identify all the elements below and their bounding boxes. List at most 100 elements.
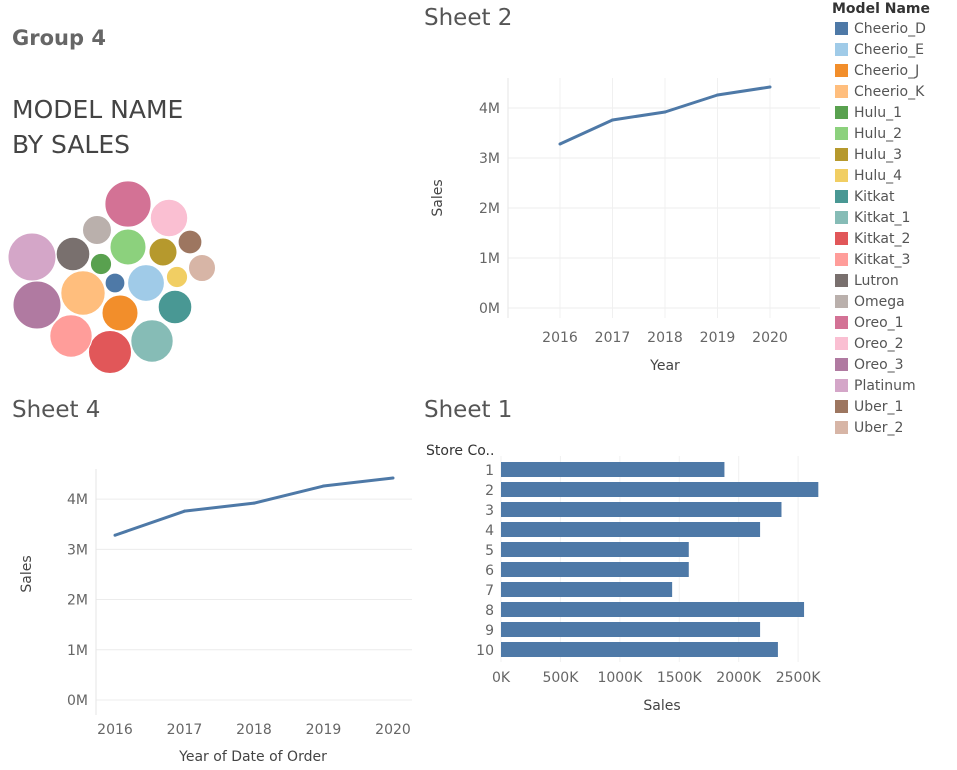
x-tick-label: 2017	[167, 722, 203, 738]
x-tick-label: 2020	[752, 330, 788, 346]
line-point[interactable]	[391, 476, 395, 480]
category-label: 2	[485, 483, 494, 499]
legend-item[interactable]: Hulu_3	[832, 144, 957, 165]
line-point[interactable]	[768, 85, 772, 89]
sales-bar[interactable]	[501, 622, 761, 637]
legend-item[interactable]: Cheerio_D	[832, 18, 957, 39]
x-axis-title: Sales	[643, 698, 680, 714]
bubble-title-line1: MODEL NAME	[12, 95, 184, 124]
x-tick-label: 0K	[492, 670, 511, 686]
sheet2-title: Sheet 2	[424, 5, 513, 31]
y-axis-title: Sales	[430, 179, 446, 216]
bubble-hulu-2[interactable]	[109, 228, 147, 266]
category-label: 5	[485, 543, 494, 559]
y-axis-title: Sales	[19, 555, 35, 592]
legend-label: Hulu_4	[854, 167, 903, 184]
bubble-cheerio-j[interactable]	[101, 294, 139, 332]
legend-item[interactable]: Hulu_4	[832, 165, 957, 186]
bubble-omega[interactable]	[82, 215, 112, 245]
legend-item[interactable]: Lutron	[832, 270, 957, 291]
legend-item[interactable]: Oreo_2	[832, 333, 957, 354]
legend-item[interactable]: Kitkat	[832, 186, 957, 207]
line-point[interactable]	[558, 142, 562, 146]
legend-item[interactable]: Kitkat_2	[832, 228, 957, 249]
legend-item[interactable]: Cheerio_K	[832, 81, 957, 102]
sales-bar[interactable]	[501, 522, 761, 537]
sheet1-bar-chart[interactable]: 0K 500K 1000K 1500K 2000K 2500K Store Co.. 1 2 3 4…	[420, 436, 830, 726]
legend-item[interactable]: Oreo_1	[832, 312, 957, 333]
bubble-chart[interactable]	[0, 170, 240, 380]
sales-bar[interactable]	[501, 482, 819, 497]
y-tick-label: 0M	[67, 693, 88, 709]
legend-swatch	[835, 106, 848, 119]
y-tick-label: 3M	[479, 151, 500, 167]
legend-item[interactable]: Cheerio_E	[832, 39, 957, 60]
legend-label: Hulu_1	[854, 104, 903, 121]
line-point[interactable]	[611, 118, 614, 122]
category-label: 7	[485, 583, 494, 599]
legend-swatch	[835, 64, 848, 77]
legend-label: Uber_1	[854, 398, 904, 415]
bubble-uber-2[interactable]	[188, 254, 216, 282]
line-point[interactable]	[183, 509, 186, 513]
legend-swatch	[835, 22, 848, 35]
sales-line[interactable]	[114, 476, 394, 537]
legend-label: Hulu_3	[854, 146, 903, 163]
bubble-cheerio-d[interactable]	[104, 272, 126, 294]
legend-item[interactable]: Omega	[832, 291, 957, 312]
legend-label: Cheerio_E	[854, 41, 924, 58]
sheet2-line-chart[interactable]: 0M 1M 2M 3M 4M 2016 2017 2018 2019 2020 Year Sales	[424, 40, 824, 380]
sales-bar[interactable]	[501, 562, 689, 577]
legend-item[interactable]: Cheerio_J	[832, 60, 957, 81]
line-point[interactable]	[322, 484, 325, 488]
x-tick-label: 2500K	[776, 670, 822, 686]
bubble-oreo-1[interactable]	[104, 180, 152, 228]
y-tick-label: 2M	[67, 593, 88, 609]
legend-item[interactable]: Uber_2	[832, 417, 957, 438]
bubble-hulu-3[interactable]	[148, 237, 178, 267]
legend-item[interactable]: Hulu_2	[832, 123, 957, 144]
x-tick-label: 2017	[595, 330, 631, 346]
bubble-uber-1[interactable]	[177, 229, 203, 255]
sales-bar[interactable]	[501, 462, 725, 477]
sales-bar[interactable]	[501, 502, 782, 517]
sales-bar[interactable]	[501, 542, 689, 557]
bubble-cheerio-k[interactable]	[60, 270, 106, 316]
legend-swatch	[835, 274, 848, 287]
sheet4-title: Sheet 4	[12, 397, 101, 423]
legend-item[interactable]: Uber_1	[832, 396, 957, 417]
line-point[interactable]	[252, 501, 256, 505]
bubble-kitkat-3[interactable]	[49, 314, 93, 358]
line-point[interactable]	[113, 533, 117, 537]
sales-bar[interactable]	[501, 582, 673, 597]
line-point[interactable]	[663, 110, 667, 114]
bubble-kitkat[interactable]	[157, 289, 193, 325]
legend-item[interactable]: Platinum	[832, 375, 957, 396]
bubble-hulu-4[interactable]	[165, 265, 189, 289]
legend-item[interactable]: Hulu_1	[832, 102, 957, 123]
x-tick-label: 2018	[236, 722, 272, 738]
legend-item[interactable]: Kitkat_3	[832, 249, 957, 270]
y-tick-label: 0M	[479, 301, 500, 317]
sheet4-line-chart[interactable]: 0M 1M 2M 3M 4M 2016 2017 2018 2019 2020 Year of Da…	[0, 430, 420, 770]
line-point[interactable]	[716, 93, 719, 97]
bubble-kitkat-2[interactable]	[88, 330, 132, 374]
x-tick-label: 2019	[306, 722, 342, 738]
bubble-kitkat-1[interactable]	[130, 319, 174, 363]
legend-item[interactable]: Oreo_3	[832, 354, 957, 375]
bubble-platinum[interactable]	[7, 232, 57, 282]
bubble-lutron[interactable]	[55, 236, 91, 272]
sales-bar[interactable]	[501, 642, 778, 657]
category-label: 8	[485, 603, 494, 619]
legend-swatch	[835, 148, 848, 161]
bubble-oreo-3[interactable]	[12, 280, 62, 330]
bubble-oreo-2[interactable]	[149, 198, 189, 238]
sales-bar[interactable]	[501, 602, 805, 617]
legend-swatch	[835, 211, 848, 224]
legend-swatch	[835, 127, 848, 140]
legend-label: Uber_2	[854, 419, 904, 436]
legend-item[interactable]: Kitkat_1	[832, 207, 957, 228]
bubble-hulu-1[interactable]	[89, 252, 113, 276]
category-label: 1	[485, 463, 494, 479]
bubble-cheerio-e[interactable]	[127, 264, 165, 302]
